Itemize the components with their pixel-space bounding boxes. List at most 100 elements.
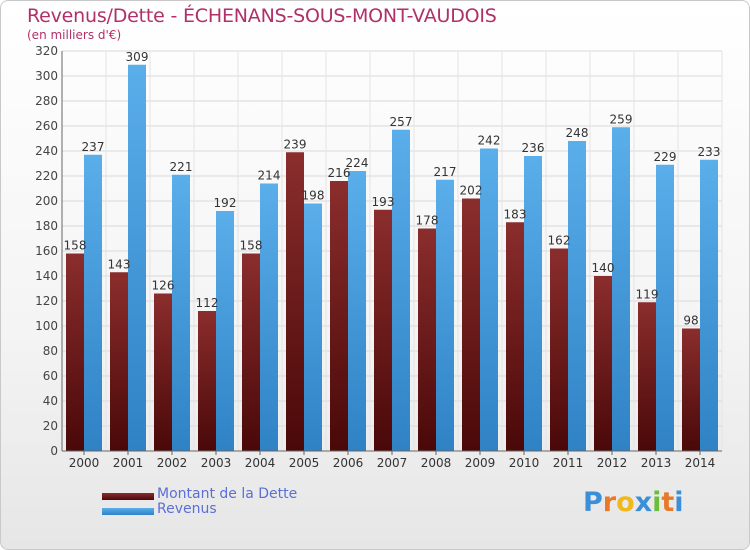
bar-revenue xyxy=(84,154,102,451)
logo-letter: i xyxy=(674,487,684,518)
unit-label: (en milliers d'€) xyxy=(27,28,122,42)
data-label-debt: 193 xyxy=(372,195,395,209)
data-label-debt: 158 xyxy=(240,239,263,253)
y-tick-label: 100 xyxy=(35,319,58,333)
logo-letter: P xyxy=(583,487,603,518)
bar-revenue xyxy=(348,171,366,451)
data-label-debt: 162 xyxy=(548,234,571,248)
bar-debt xyxy=(506,222,524,451)
data-label-debt: 202 xyxy=(460,184,483,198)
data-labels-layer: 1582371433091262211121921582142391982162… xyxy=(64,50,721,328)
data-label-debt: 183 xyxy=(504,207,527,221)
x-tick-label: 2000 xyxy=(69,456,100,470)
data-label-debt: 216 xyxy=(328,166,351,180)
legend-label-debt: Montant de la Dette xyxy=(157,486,298,502)
x-tick-label: 2009 xyxy=(465,456,496,470)
y-tick-label: 260 xyxy=(35,119,58,133)
chart-title: Revenus/Dette - ÉCHENANS-SOUS-MONT-VAUDO… xyxy=(27,5,497,27)
x-tick-label: 2014 xyxy=(685,456,716,470)
y-tick-label: 200 xyxy=(35,194,58,208)
bar-debt xyxy=(550,248,568,451)
bar-debt xyxy=(154,293,172,451)
logo-letter: x xyxy=(634,487,653,518)
data-label-debt: 140 xyxy=(592,261,615,275)
y-tick-label: 80 xyxy=(43,344,58,358)
data-label-debt: 112 xyxy=(196,296,219,310)
data-label-revenue: 257 xyxy=(390,115,413,129)
x-tick-label: 2006 xyxy=(333,456,364,470)
data-label-debt: 158 xyxy=(64,239,87,253)
data-label-revenue: 237 xyxy=(82,140,105,154)
data-label-revenue: 309 xyxy=(126,50,149,64)
axis-layer: 0 20 40 60 80 100 120 140 160 180 200 220 240 260 280 3… xyxy=(35,44,722,470)
data-label-debt: 178 xyxy=(416,214,439,228)
logo-letter: r xyxy=(602,487,617,518)
bar-debt xyxy=(66,253,84,451)
bar-debt xyxy=(286,152,304,451)
bar-revenue xyxy=(700,159,718,451)
y-tick-label: 20 xyxy=(43,419,58,433)
x-tick-label: 2007 xyxy=(377,456,408,470)
bar-revenue xyxy=(304,203,322,451)
bar-revenue xyxy=(172,174,190,451)
legend-swatch-revenue xyxy=(102,508,154,515)
bar-revenue xyxy=(480,148,498,451)
data-label-revenue: 224 xyxy=(346,156,369,170)
data-label-revenue: 236 xyxy=(522,141,545,155)
bars-layer xyxy=(66,64,718,451)
x-tick-label: 2011 xyxy=(553,456,584,470)
bar-debt xyxy=(242,253,260,451)
data-label-debt: 239 xyxy=(284,137,307,151)
bar-revenue xyxy=(568,141,586,451)
bar-debt xyxy=(374,209,392,451)
bar-revenue xyxy=(656,164,674,451)
x-tick-label: 2003 xyxy=(201,456,232,470)
y-tick-label: 120 xyxy=(35,294,58,308)
y-tick-label: 320 xyxy=(35,44,58,58)
y-tick-label: 60 xyxy=(43,369,58,383)
y-tick-label: 180 xyxy=(35,219,58,233)
data-label-revenue: 229 xyxy=(654,150,677,164)
data-label-revenue: 242 xyxy=(478,134,501,148)
data-label-debt: 98 xyxy=(683,314,698,328)
y-tick-label: 280 xyxy=(35,94,58,108)
data-label-debt: 143 xyxy=(108,257,131,271)
data-label-revenue: 233 xyxy=(698,145,721,159)
x-tick-label: 2004 xyxy=(245,456,276,470)
data-label-revenue: 259 xyxy=(610,112,633,126)
y-tick-label: 220 xyxy=(35,169,58,183)
x-tick-label: 2012 xyxy=(597,456,628,470)
x-tick-label: 2008 xyxy=(421,456,452,470)
y-tick-label: 140 xyxy=(35,269,58,283)
bar-debt xyxy=(638,302,656,451)
bar-debt xyxy=(330,181,348,451)
y-tick-label: 40 xyxy=(43,394,58,408)
bar-debt xyxy=(418,228,436,451)
y-tick-label: 240 xyxy=(35,144,58,158)
x-tick-label: 2013 xyxy=(641,456,672,470)
data-label-revenue: 217 xyxy=(434,165,457,179)
logo-letter: i xyxy=(652,487,662,518)
data-label-revenue: 198 xyxy=(302,189,325,203)
bar-revenue xyxy=(436,179,454,451)
y-tick-label: 0 xyxy=(50,444,58,458)
logo-letter: o xyxy=(616,487,635,518)
bar-revenue xyxy=(612,127,630,451)
x-tick-label: 2002 xyxy=(157,456,188,470)
bar-debt xyxy=(682,328,700,451)
proxiti-logo: Proxiti xyxy=(583,487,684,518)
x-tick-label: 2001 xyxy=(113,456,144,470)
x-tick-label: 2005 xyxy=(289,456,320,470)
data-label-debt: 126 xyxy=(152,279,175,293)
bar-revenue xyxy=(128,64,146,451)
legend-swatch-debt xyxy=(102,493,154,500)
data-label-revenue: 192 xyxy=(214,196,237,210)
bar-revenue xyxy=(216,211,234,451)
bar-debt xyxy=(594,276,612,451)
data-label-revenue: 248 xyxy=(566,126,589,140)
x-tick-label: 2010 xyxy=(509,456,540,470)
bar-revenue xyxy=(392,129,410,451)
legend-label-revenue: Revenus xyxy=(157,501,217,517)
